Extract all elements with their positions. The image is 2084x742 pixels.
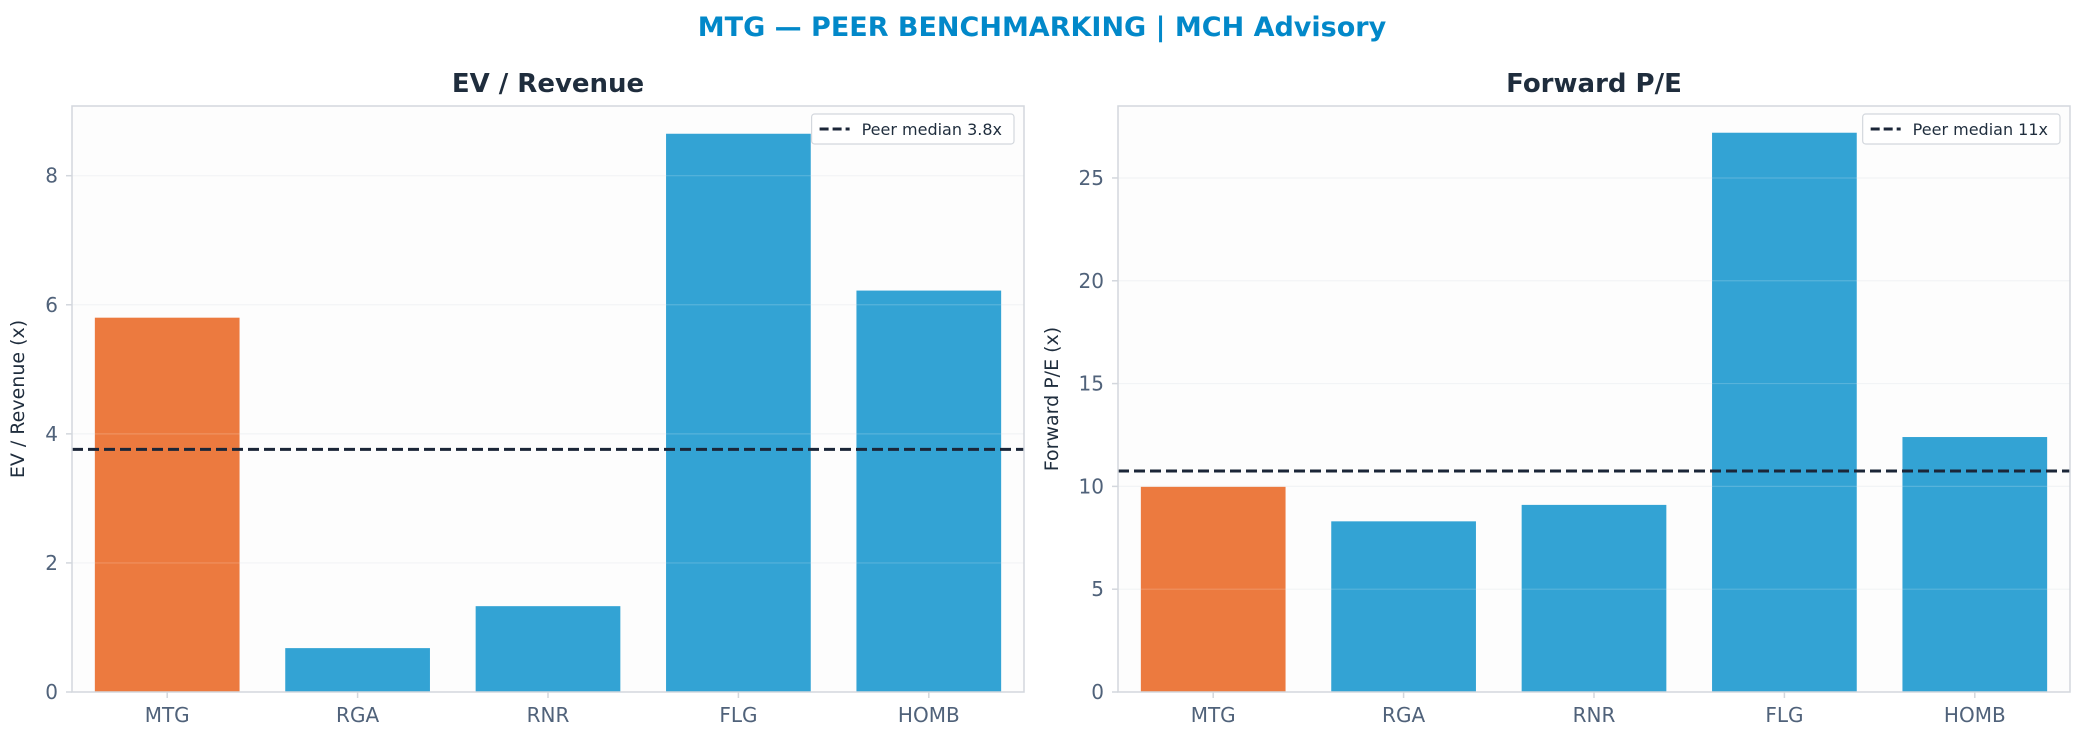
bar-rnr bbox=[475, 606, 621, 692]
bar-flg bbox=[666, 133, 811, 692]
legend-label: Peer median 11x bbox=[1913, 120, 2048, 139]
y-axis-label: Forward P/E (x) bbox=[1041, 327, 1063, 471]
chart-panel-1: 0 2 4 6 8 MTG RGA RNR FLG HOMB EV / Revenue EV / Re… bbox=[7, 69, 1025, 727]
y-axis-label: EV / Revenue (x) bbox=[7, 320, 29, 478]
figure-title: MTG — PEER BENCHMARKING | MCH Advisory bbox=[698, 12, 1387, 43]
x-tick-label: HOMB bbox=[1944, 703, 2006, 727]
x-tick-label: RGA bbox=[1382, 703, 1425, 727]
x-tick-label: HOMB bbox=[898, 703, 960, 727]
legend: Peer median 11x bbox=[1862, 113, 2061, 145]
y-tick-label: 0 bbox=[45, 680, 58, 704]
y-tick-label: 2 bbox=[45, 551, 58, 575]
bar-homb bbox=[1902, 437, 2048, 692]
legend-box bbox=[1862, 113, 2061, 145]
chart-panel-2: 0 5 10 15 20 25 MTG RGA RNR FLG HOMB Forward P/E For… bbox=[1041, 69, 2071, 727]
x-tick-label: FLG bbox=[1765, 703, 1803, 727]
y-tick-label: 25 bbox=[1079, 166, 1104, 190]
bar-rga bbox=[1331, 521, 1476, 692]
legend-box bbox=[810, 113, 1015, 145]
panel-title: EV / Revenue bbox=[452, 69, 644, 99]
legend: Peer median 3.8x bbox=[810, 113, 1015, 145]
bar-rga bbox=[285, 648, 430, 692]
x-tick-label: FLG bbox=[719, 703, 757, 727]
bar-flg bbox=[1712, 132, 1857, 692]
y-tick-label: 6 bbox=[45, 293, 58, 317]
x-tick-label: MTG bbox=[145, 703, 190, 727]
y-tick-label: 15 bbox=[1079, 372, 1104, 396]
bar-mtg bbox=[94, 317, 240, 692]
y-tick-label: 4 bbox=[45, 422, 58, 446]
x-tick-label: MTG bbox=[1191, 703, 1236, 727]
x-tick-label: RGA bbox=[336, 703, 379, 727]
x-tick-label: RNR bbox=[527, 703, 570, 727]
bar-rnr bbox=[1521, 504, 1667, 692]
y-tick-label: 20 bbox=[1079, 269, 1104, 293]
x-tick-label: RNR bbox=[1573, 703, 1616, 727]
bar-mtg bbox=[1140, 486, 1286, 692]
y-tick-label: 0 bbox=[1091, 680, 1104, 704]
panel-title: Forward P/E bbox=[1506, 69, 1682, 99]
bar-homb bbox=[856, 290, 1002, 692]
y-tick-label: 10 bbox=[1079, 474, 1104, 498]
legend-label: Peer median 3.8x bbox=[862, 120, 1002, 139]
y-tick-label: 5 bbox=[1091, 577, 1104, 601]
y-tick-label: 8 bbox=[45, 164, 58, 188]
